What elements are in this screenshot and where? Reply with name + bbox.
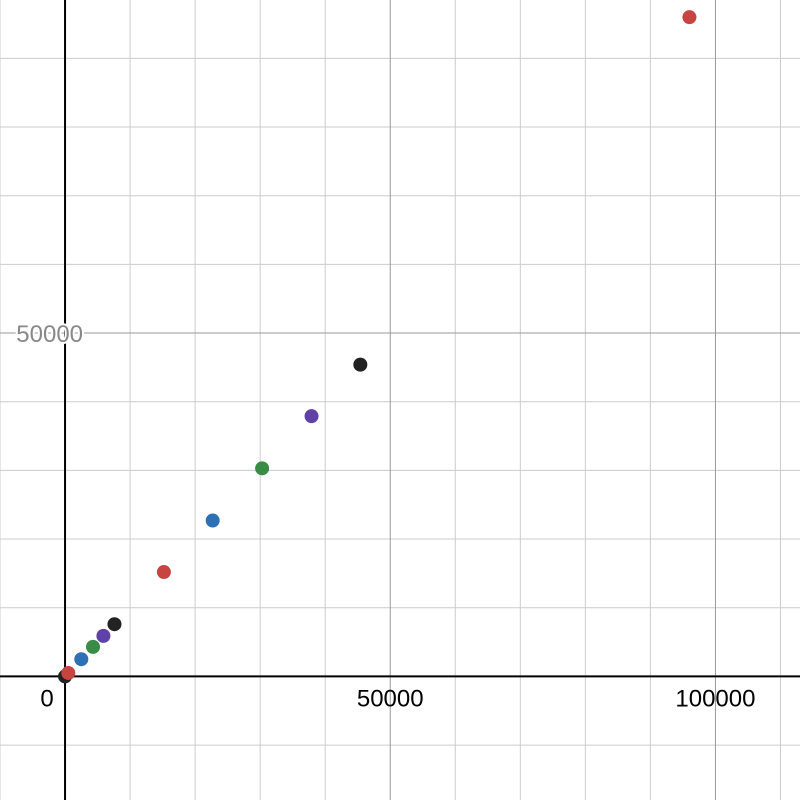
data-point xyxy=(682,10,697,25)
data-point xyxy=(156,565,171,580)
data-point xyxy=(86,639,101,654)
data-point xyxy=(205,513,220,528)
data-point xyxy=(304,409,319,424)
data-points xyxy=(58,10,697,684)
data-point xyxy=(107,617,122,632)
tick-labels: 0 50000 100000 50000 xyxy=(14,319,755,712)
y-tick-label: 50000 xyxy=(16,321,83,348)
data-point xyxy=(353,357,368,372)
origin-tick-label: 0 xyxy=(40,685,53,712)
data-point xyxy=(96,628,111,643)
data-point xyxy=(74,652,89,667)
data-point xyxy=(255,461,270,476)
x-tick-label: 50000 xyxy=(357,685,424,712)
data-point xyxy=(61,665,76,680)
x-tick-label: 100000 xyxy=(675,685,755,712)
